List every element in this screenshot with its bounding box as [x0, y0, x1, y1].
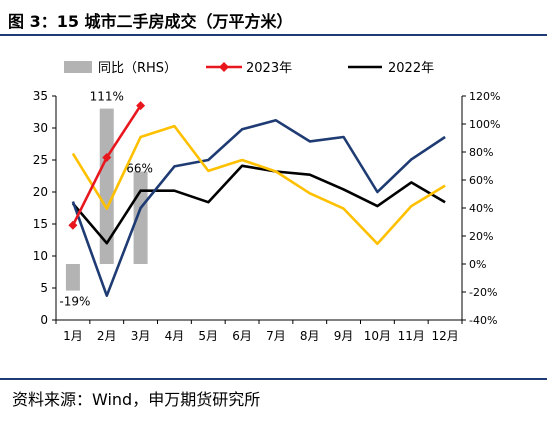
x-tick-label: 3月 [131, 329, 151, 343]
x-tick-label: 12月 [431, 329, 458, 343]
line-gold [71, 124, 446, 246]
legend-marker-2023 [219, 62, 229, 72]
x-tick-label: 5月 [198, 329, 218, 343]
left-tick-label: 5 [40, 281, 48, 295]
bar-layer: -19% 111% 66% [59, 90, 153, 309]
left-tick-label: 35 [33, 89, 48, 103]
right-tick-label: -20% [469, 286, 497, 299]
right-tick-label: -40% [469, 314, 497, 327]
line-2023-marker [136, 101, 146, 111]
source-bar: 资料来源：Wind，申万期货研究所 [0, 378, 547, 410]
right-tick-label: 80% [469, 146, 493, 159]
left-tick-label: 30 [33, 121, 48, 135]
x-tick-label: 9月 [334, 329, 354, 343]
right-tick-label: 0% [469, 258, 486, 271]
left-tick-label: 20 [33, 185, 48, 199]
bar-yoy [99, 108, 114, 264]
line-2023-marker [102, 152, 112, 162]
legend: 同比（RHS） 2023年 2022年 [64, 61, 434, 76]
line-2023-marker [68, 220, 78, 230]
x-tick-label: 1月 [63, 329, 83, 343]
bar-data-label: 111% [90, 90, 124, 104]
axis-layer: 0 5 10 15 20 25 30 35 -40% -20% 0% 20% 40% 60% 80% 100%… [33, 89, 501, 343]
bar-data-label: -19% [59, 295, 90, 309]
x-tick-label: 8月 [300, 329, 320, 343]
left-tick-label: 0 [40, 313, 48, 327]
bar-data-label: 66% [126, 162, 153, 176]
x-tick-label: 11月 [398, 329, 425, 343]
right-tick-label: 100% [469, 118, 500, 131]
right-tick-label: 120% [469, 90, 500, 103]
title-bar: 图 3：15 城市二手房成交（万平方米） [0, 0, 547, 36]
legend-label-2023: 2023年 [246, 61, 292, 76]
x-tick-label: 4月 [165, 329, 185, 343]
source-note: 资料来源：Wind，申万期货研究所 [12, 390, 261, 409]
line-2022 [71, 164, 446, 245]
right-tick-label: 20% [469, 230, 493, 243]
line-layer [68, 101, 446, 297]
chart: -19% 111% 66% 0 5 10 15 20 25 30 35 -40% -20% 0% 20% 4… [33, 61, 501, 343]
legend-swatch-yoy [64, 61, 92, 73]
bar-yoy [65, 264, 80, 291]
x-tick-label: 6月 [232, 329, 252, 343]
left-tick-label: 10 [33, 249, 48, 263]
x-tick-label: 7月 [266, 329, 286, 343]
legend-label-2022: 2022年 [388, 61, 434, 76]
line-navy [71, 119, 446, 297]
left-tick-label: 25 [33, 153, 48, 167]
legend-label-yoy: 同比（RHS） [98, 61, 177, 76]
x-tick-label: 10月 [364, 329, 391, 343]
x-tick-label: 2月 [97, 329, 117, 343]
right-tick-label: 40% [469, 202, 493, 215]
right-tick-label: 60% [469, 174, 493, 187]
left-tick-label: 15 [33, 217, 48, 231]
figure-title: 图 3：15 城市二手房成交（万平方米） [8, 12, 293, 31]
